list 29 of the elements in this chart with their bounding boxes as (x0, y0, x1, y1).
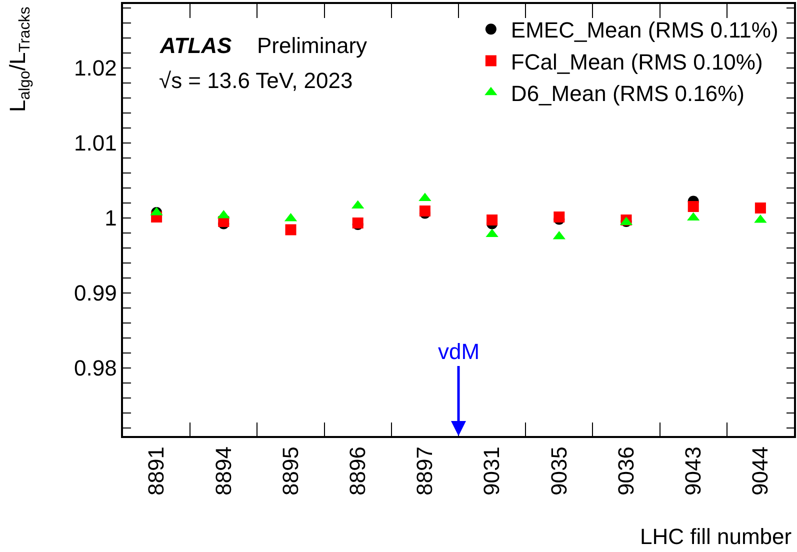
point (754, 202, 766, 214)
annotation: ATLAS (159, 33, 232, 58)
annotation: Preliminary (257, 33, 368, 58)
y-tick-label: 1.01 (74, 130, 117, 156)
y-tick-label: 1 (104, 205, 117, 230)
point (285, 224, 296, 236)
point (419, 206, 430, 216)
x-tick-label: 9036 (613, 446, 638, 496)
y-tick-label: 0.99 (74, 280, 117, 306)
legend-label: FCal_Mean (RMS 0.10%) (510, 49, 763, 74)
point (688, 201, 699, 212)
x-tick-label: 8897 (412, 446, 438, 496)
legend-label: D6_Mean (RMS 0.16%) (510, 80, 744, 106)
point (554, 212, 565, 222)
x-axis-title: LHC fill number (640, 524, 792, 549)
x-tick-label: 9043 (680, 446, 706, 496)
x-tick-label: 9035 (546, 446, 572, 496)
x-tick-label: 9044 (748, 446, 773, 496)
x-tick-label: 8891 (144, 446, 169, 496)
x-tick-label: 8894 (210, 446, 236, 496)
y-tick-label: 0.98 (74, 355, 117, 380)
annotation: vdM (438, 339, 480, 364)
x-tick-label: 8895 (278, 446, 303, 496)
y-tick-label: 1.02 (74, 55, 117, 80)
annotation: √s = 13.6 TeV, 2023 (159, 68, 353, 93)
legend-label: EMEC_Mean (RMS 0.11%) (510, 18, 778, 43)
point (486, 214, 498, 226)
x-tick-label: 8896 (345, 446, 370, 496)
x-tick-label: 9031 (479, 446, 504, 496)
